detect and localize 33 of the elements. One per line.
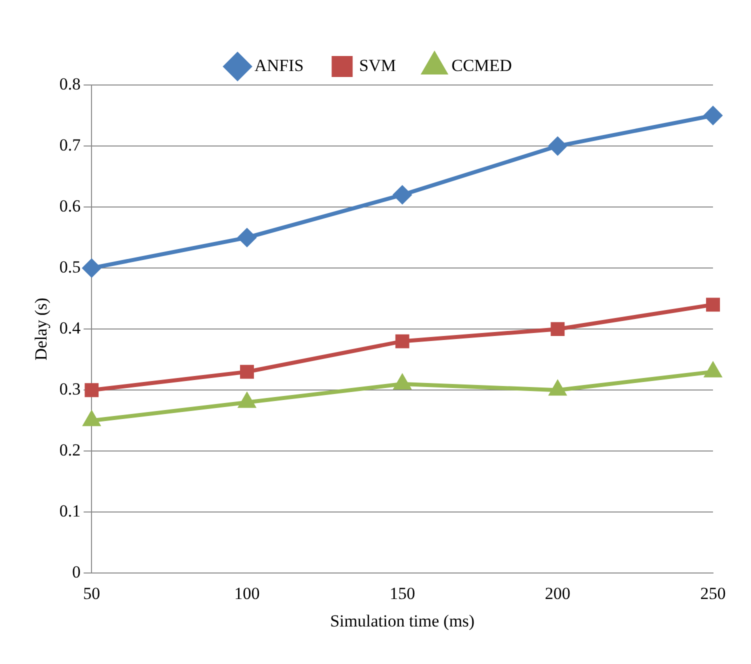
- x-tick-label: 150: [390, 584, 416, 603]
- y-tick-label: 0.5: [59, 258, 81, 277]
- y-tick-label: 0.2: [59, 440, 81, 460]
- point: [240, 364, 254, 379]
- x-tick-label: 50: [83, 584, 100, 603]
- x-tick-label: 250: [700, 584, 726, 603]
- y-tick-label: 0.8: [59, 74, 81, 94]
- y-tick-label: 0.7: [59, 135, 82, 154]
- legend-label: SVM: [359, 56, 396, 75]
- point: [706, 298, 720, 312]
- y-tick-label: 0.4: [59, 318, 82, 338]
- x-tick-label: 100: [234, 584, 260, 603]
- legend-label: CCMED: [452, 56, 512, 75]
- point: [394, 375, 410, 390]
- legend-label: ANFIS: [254, 56, 304, 75]
- y-tick-label: 0.3: [59, 380, 81, 399]
- x-axis-title: Simulation time (ms): [330, 611, 475, 630]
- point: [82, 259, 101, 278]
- point: [704, 106, 722, 125]
- y-tick-label: 0.1: [59, 502, 81, 521]
- y-tick-label: 0: [72, 562, 81, 582]
- point: [238, 393, 256, 408]
- x-tick-label: 200: [544, 584, 570, 603]
- y-axis-title: Delay (s): [32, 298, 51, 360]
- point: [550, 322, 565, 336]
- point: [548, 137, 567, 156]
- point: [238, 228, 256, 247]
- point: [84, 412, 100, 426]
- point: [393, 186, 412, 204]
- point: [395, 334, 410, 348]
- y-tick-label: 0.6: [59, 196, 81, 216]
- point: [550, 381, 566, 396]
- point: [704, 362, 722, 378]
